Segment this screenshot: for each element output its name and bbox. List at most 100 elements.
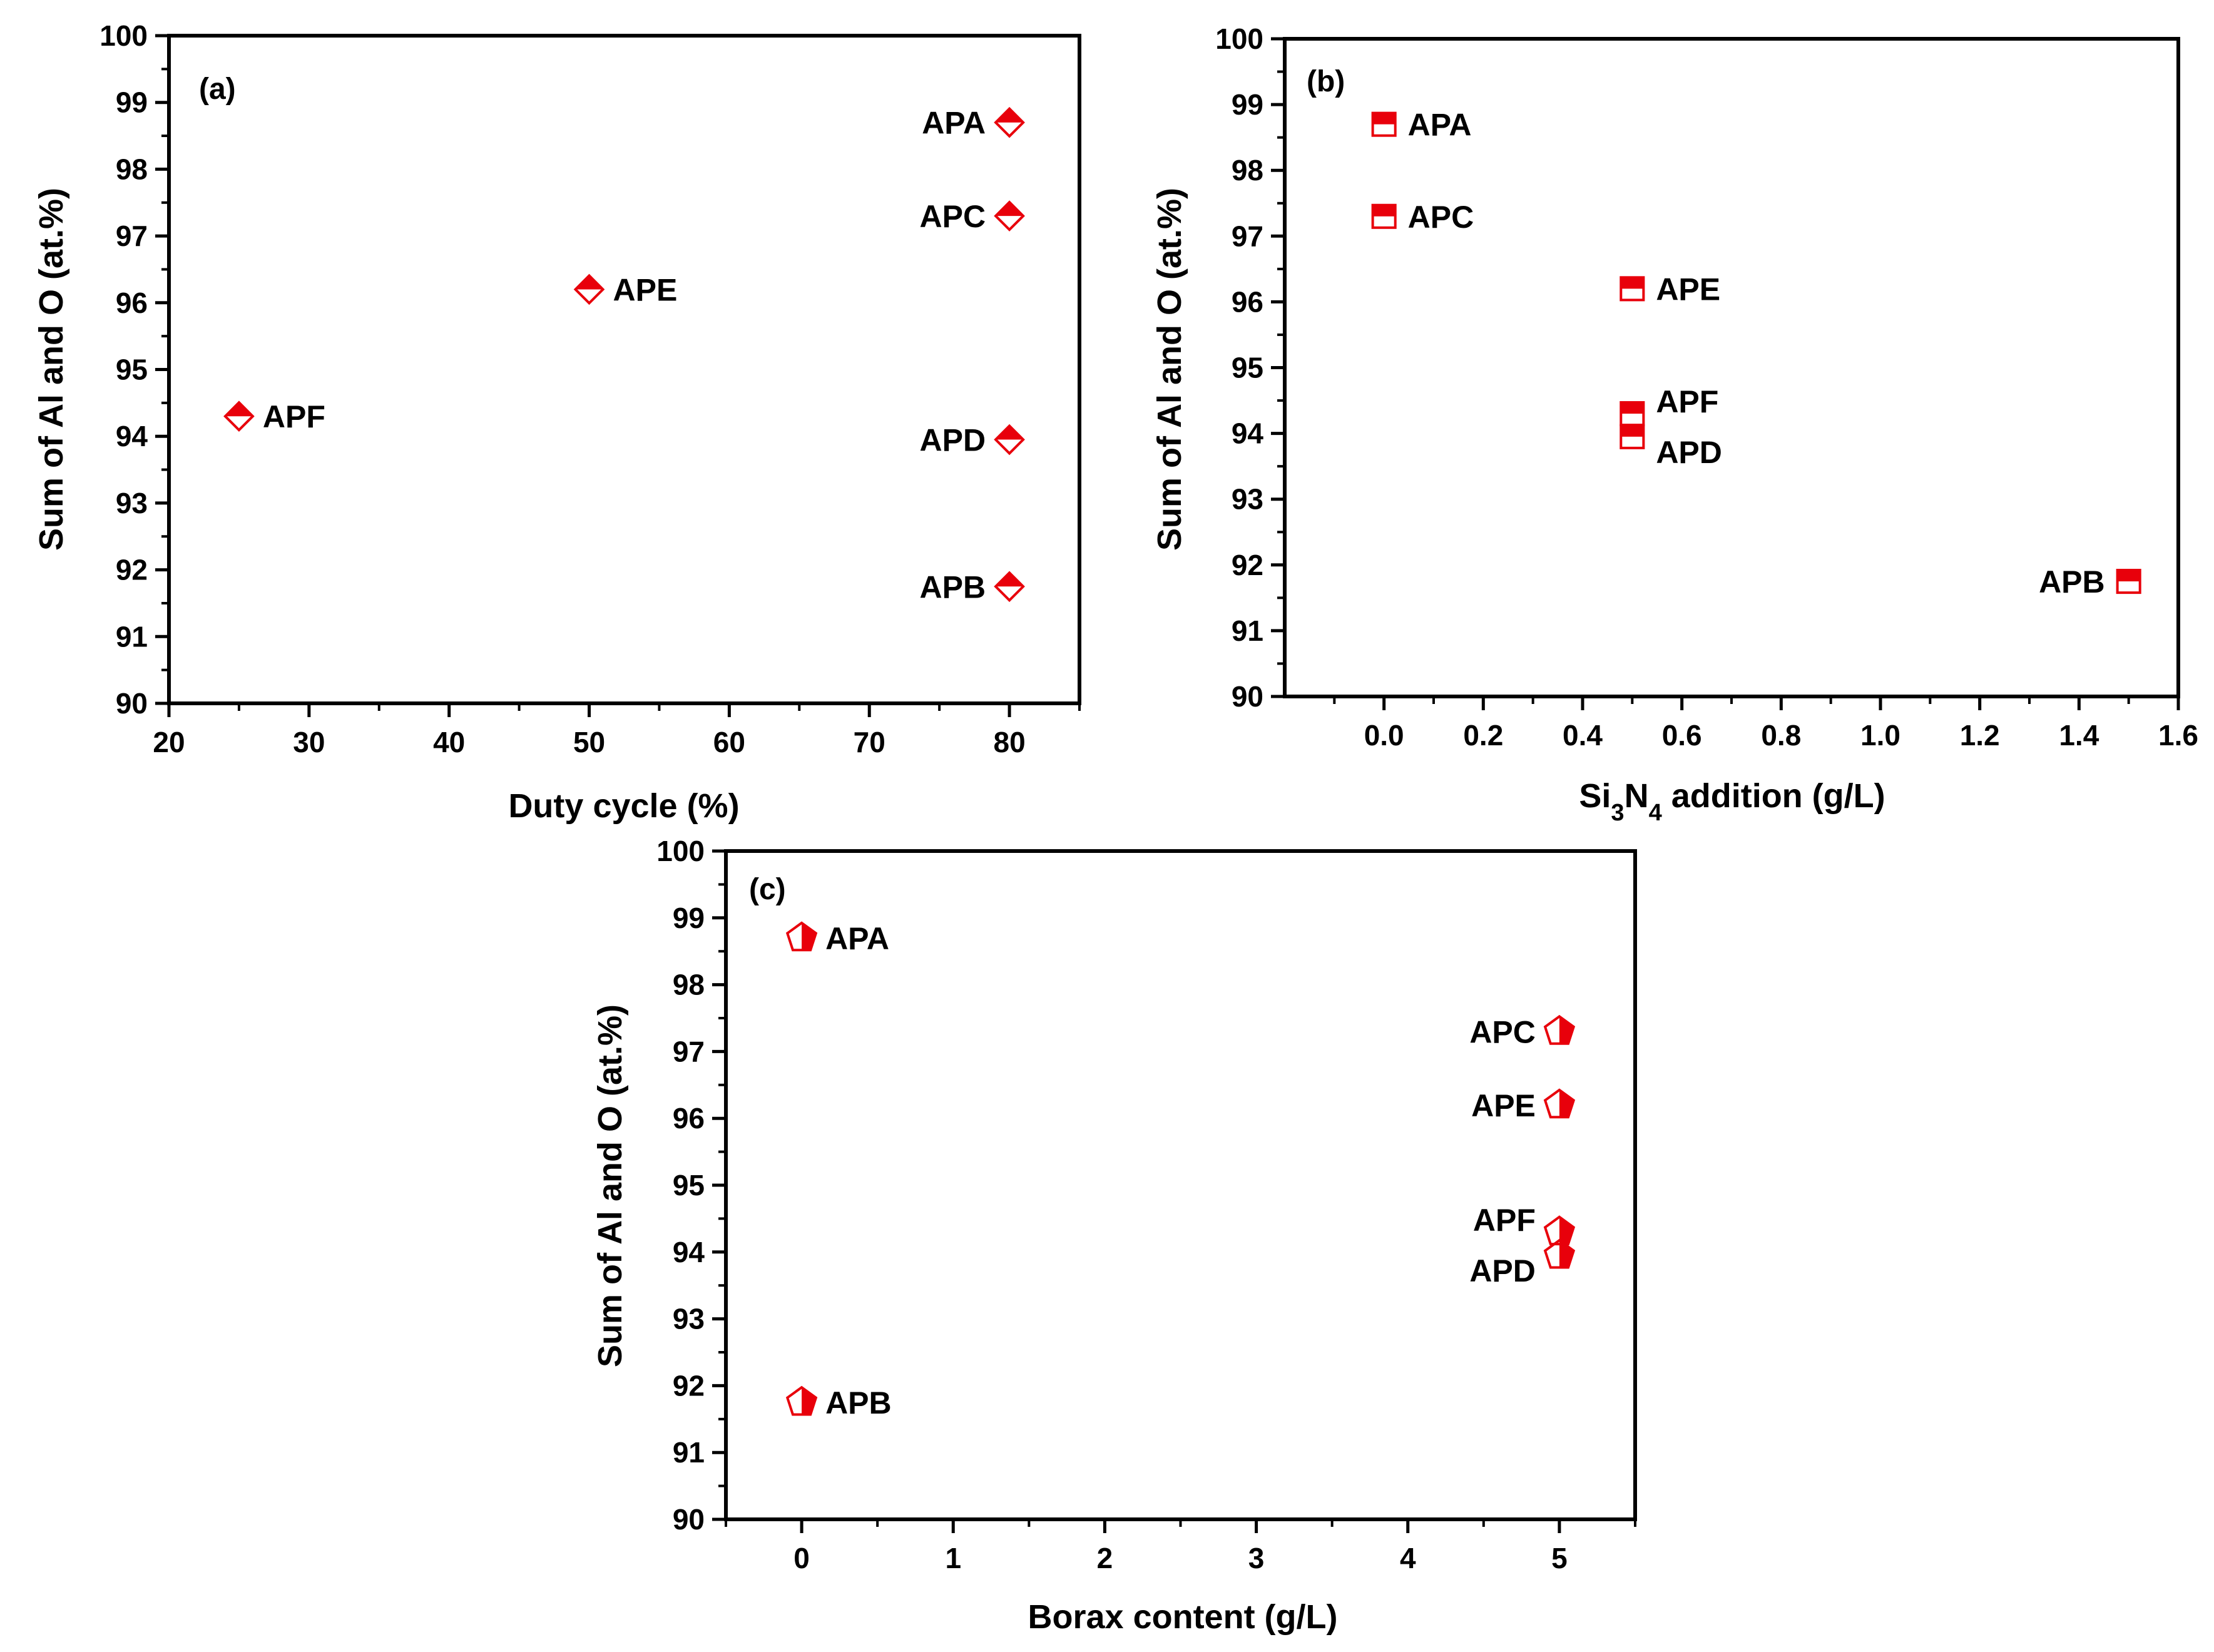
data-point-apf: APF [1473, 1203, 1576, 1246]
marker-outline [1543, 1238, 1576, 1269]
data-label: APD [919, 423, 986, 458]
data-label: APF [1473, 1203, 1536, 1238]
data-label: APC [1408, 200, 1474, 235]
marker-fill [1372, 205, 1395, 217]
panel-label: (c) [749, 873, 786, 906]
y-tick-label: 91 [116, 620, 148, 653]
x-tick-label: 4 [1400, 1542, 1416, 1574]
y-tick-label: 92 [1232, 549, 1263, 581]
marker-fill [2117, 570, 2140, 582]
y-tick-label: 92 [673, 1369, 705, 1402]
marker-fill [996, 573, 1024, 587]
data-point-apa: APA [922, 106, 1025, 141]
x-tick-label: 5 [1551, 1542, 1568, 1574]
x-title-si: Si [1579, 777, 1611, 815]
data-label: APB [825, 1385, 892, 1420]
x-tick-label: 3 [1248, 1542, 1265, 1574]
data-point-apf: APF [223, 399, 325, 434]
y-tick-label: 91 [1232, 614, 1263, 647]
y-tick-label: 90 [116, 687, 148, 720]
y-tick-label: 98 [1232, 154, 1263, 186]
data-point-apb: APB [2039, 564, 2141, 599]
data-label: APE [613, 272, 678, 307]
x-tick-label: 1.6 [2158, 719, 2198, 752]
y-tick-label: 93 [673, 1303, 705, 1335]
marker-outline [785, 1385, 818, 1416]
marker-outline [1543, 1014, 1576, 1045]
y-tick-label: 100 [656, 835, 705, 867]
x-title-sub-3: 3 [1611, 800, 1624, 826]
panel-a: 90 91 92 93 94 95 96 97 98 99 100 20 30 40 50 60 70 80 AP… [33, 19, 1081, 825]
marker-outline [1620, 424, 1645, 449]
x-tick-label: 1.2 [1960, 719, 2000, 752]
marker-fill [1621, 402, 1644, 414]
x-title-n: N [1625, 777, 1649, 815]
y-tick-label: 94 [1232, 417, 1264, 450]
y-tick-label: 95 [673, 1169, 705, 1201]
data-point-apa: APA [785, 921, 889, 956]
y-tick-label: 97 [116, 220, 148, 252]
x-tick-label: 80 [993, 726, 1025, 758]
y-tick-label: 97 [1232, 220, 1263, 252]
y-tick-label: 91 [673, 1436, 705, 1469]
x-axis-title: Duty cycle (%) [508, 787, 739, 825]
x-tick-label: 50 [573, 726, 605, 758]
x-title-sub-4: 4 [1649, 800, 1662, 826]
data-point-apb: APB [785, 1385, 892, 1420]
marker-outline [785, 921, 818, 952]
marker-outline [223, 400, 255, 432]
x-tick-label: 0.6 [1662, 719, 1702, 752]
data-label: APD [1469, 1253, 1536, 1288]
marker-outline [994, 200, 1025, 232]
x-tick-label: 2 [1097, 1542, 1113, 1574]
panel-label: (b) [1307, 65, 1345, 98]
data-point-apd: APD [1620, 424, 1722, 470]
x-tick-label: 70 [854, 726, 885, 758]
marker-outline [573, 273, 605, 305]
marker-outline [2116, 569, 2141, 594]
data-label: APE [1471, 1088, 1536, 1123]
x-tick-label: 60 [713, 726, 745, 758]
y-tick-label: 95 [116, 354, 148, 386]
x-tick-label: 0 [793, 1542, 810, 1574]
y-tick-label: 90 [1232, 680, 1263, 713]
x-tick-label: 1.4 [2059, 719, 2099, 752]
x-title-rest: addition (g/L) [1662, 777, 1885, 815]
data-label: APA [1408, 108, 1472, 143]
y-tick-label: 93 [116, 487, 148, 519]
x-tick-label: 1 [945, 1542, 961, 1574]
data-point-ape: APE [1620, 272, 1720, 307]
marker-fill [225, 402, 253, 417]
x-tick-label: 30 [293, 726, 325, 758]
marker-outline [994, 424, 1025, 456]
y-tick-label: 100 [1215, 23, 1263, 55]
y-axis-title: Sum of Al and O (at.%) [1151, 188, 1188, 551]
data-label: APF [1656, 384, 1718, 419]
x-tick-label: 1.0 [1860, 719, 1900, 752]
data-label: APA [825, 921, 889, 956]
y-tick-label: 94 [673, 1236, 705, 1268]
y-tick-label: 98 [673, 969, 705, 1001]
marker-outline [1371, 203, 1397, 229]
marker-outline [1620, 276, 1645, 302]
x-tick-label: 0.0 [1364, 719, 1404, 752]
y-tick-label: 96 [116, 287, 148, 319]
y-tick-label: 92 [116, 554, 148, 586]
y-tick-label: 93 [1232, 483, 1263, 516]
x-axis-title: Borax content (g/L) [1028, 1598, 1338, 1636]
data-label: APB [2039, 564, 2105, 599]
y-tick-label: 100 [99, 19, 148, 52]
x-tick-label: 0.8 [1761, 719, 1801, 752]
data-point-apf: APF [1620, 384, 1718, 427]
data-point-apb: APB [919, 569, 1025, 604]
y-axis-title: Sum of Al and O (at.%) [591, 1004, 629, 1367]
data-point-ape: APE [1471, 1088, 1576, 1123]
x-axis-title: Si3N4 addition (g/L) [1579, 777, 1885, 826]
y-tick-label: 94 [116, 420, 148, 452]
x-tick-label: 0.4 [1563, 719, 1603, 752]
y-tick-label: 90 [673, 1503, 705, 1536]
y-tick-label: 98 [116, 153, 148, 185]
panel-c: 90 91 92 93 94 95 96 97 98 99 100 0 1 2 3 4 5 APA APC APE A… [591, 835, 1637, 1636]
